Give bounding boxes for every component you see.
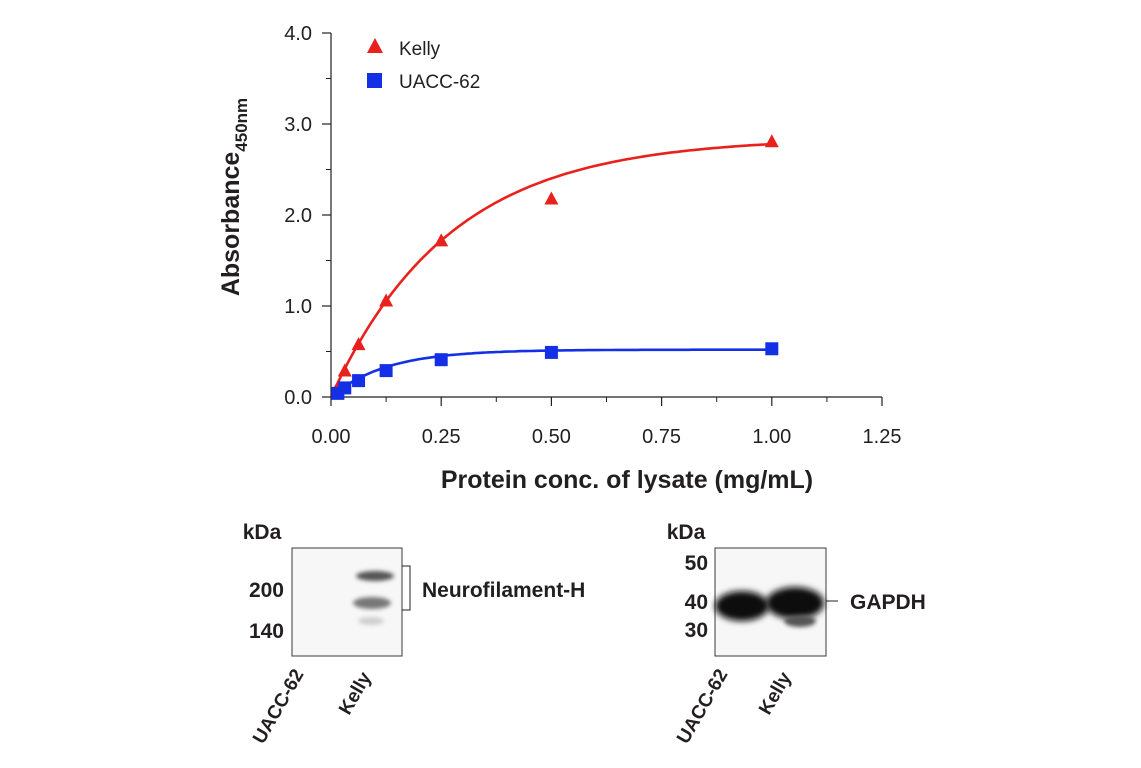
blot-marker-140: 140 <box>249 620 284 643</box>
data-point-uacc62 <box>434 353 448 367</box>
fit-curve-kelly <box>336 142 772 384</box>
y-tick-label: 4.0 <box>284 23 312 45</box>
blot-marker-200: 200 <box>249 579 284 602</box>
data-point-uacc62 <box>544 345 558 359</box>
data-point-uacc62 <box>765 342 779 356</box>
blot-kda-label: kDa <box>667 521 706 544</box>
data-points <box>330 134 779 400</box>
absorbance-chart: 0.00 0.25 0.50 0.75 1.00 1.250.01.02.03.04.0 … <box>217 23 901 494</box>
x-axis-title: Protein conc. of lysate (mg/mL) <box>441 466 813 494</box>
data-point-kelly <box>379 293 394 307</box>
band-neurofilament-faint <box>358 617 384 625</box>
legend-item-kelly: Kelly <box>367 38 441 60</box>
data-point-uacc62 <box>352 374 366 388</box>
y-tick-label: 0.0 <box>284 387 312 409</box>
lane-label-uacc62: UACC-62 <box>673 666 732 748</box>
x-tick-label: 1.00 <box>752 426 791 448</box>
band-gapdh-tail <box>784 615 816 627</box>
data-point-uacc62 <box>379 364 393 378</box>
blot-marker-40: 40 <box>685 591 708 614</box>
lane-label-kelly: Kelly <box>335 668 376 718</box>
blot-bands <box>353 571 394 625</box>
y-tick-label: 1.0 <box>284 296 312 318</box>
data-point-uacc62 <box>338 381 352 395</box>
legend-label-uacc62: UACC-62 <box>399 72 480 93</box>
blot-kda-label: kDa <box>243 521 282 544</box>
x-tick-label: 0.25 <box>422 426 461 448</box>
legend-square-marker <box>367 73 382 88</box>
x-tick-label: 1.25 <box>863 426 902 448</box>
blot-bands <box>715 587 824 627</box>
y-axis-title: Absorbance450nm <box>217 98 251 296</box>
band-bracket <box>402 565 411 611</box>
band-neurofilament-lower <box>353 597 391 609</box>
x-tick-label: 0.50 <box>532 426 571 448</box>
legend-triangle-marker <box>367 38 383 53</box>
legend-item-uacc62: UACC-62 <box>367 72 480 93</box>
x-tick-label: 0.00 <box>312 426 351 448</box>
data-point-kelly <box>764 134 779 148</box>
blot-band-label: GAPDH <box>850 591 926 614</box>
y-axis-title-subscript: 450nm <box>232 98 251 152</box>
x-tick-label: 0.75 <box>642 426 681 448</box>
band-neurofilament-upper <box>356 571 394 581</box>
plot-axes: 0.00 0.25 0.50 0.75 1.00 1.25 0.0 1.0 2.0 3.0 4.0 <box>284 23 901 448</box>
y-axis-title-main: Absorbance <box>217 152 245 297</box>
western-blot-gapdh: kDa 50 40 30 GAPDH UACC-62 Kelly <box>667 521 926 748</box>
data-point-kelly <box>434 233 449 247</box>
band-gapdh-lane2 <box>766 587 824 619</box>
data-point-kelly <box>351 337 366 351</box>
blot-band-label: Neurofilament-H <box>422 579 585 602</box>
legend-label-kelly: Kelly <box>399 39 441 60</box>
band-gapdh-lane1 <box>715 591 769 621</box>
y-tick-label: 3.0 <box>284 114 312 136</box>
data-point-kelly <box>337 363 352 377</box>
lane-label-kelly: Kelly <box>755 668 796 718</box>
y-tick-label: 2.0 <box>284 205 312 227</box>
blot-marker-50: 50 <box>685 552 708 575</box>
data-point-kelly <box>544 191 559 205</box>
western-blot-neurofilament: kDa 200 140 Neurofilament-H UACC-62 Kell… <box>243 521 586 748</box>
lane-label-uacc62: UACC-62 <box>249 666 308 748</box>
legend: Kelly UACC-62 <box>367 38 480 93</box>
blot-marker-30: 30 <box>685 619 708 642</box>
